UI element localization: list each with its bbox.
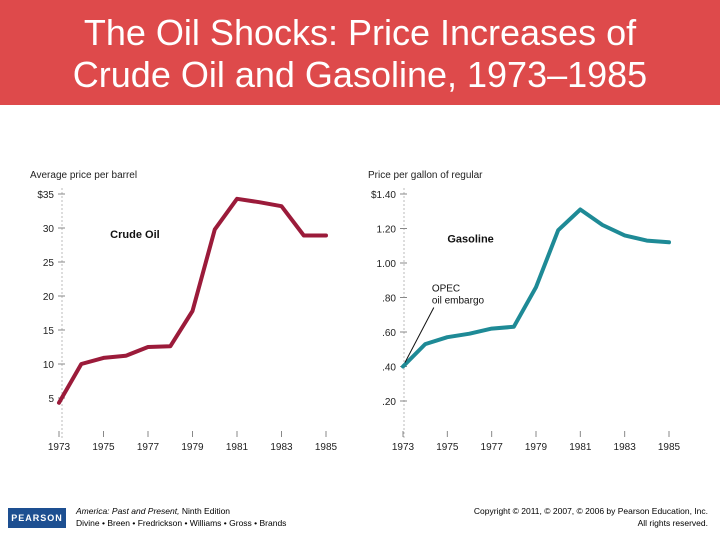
book-title: America: Past and Present, <box>76 506 180 516</box>
x-tick-label: 1973 <box>392 442 415 453</box>
x-tick-label: 1977 <box>481 442 504 453</box>
chart-title: Crude Oil <box>110 229 160 241</box>
y-tick-label: $35 <box>37 190 54 201</box>
annotation-label: oil embargo <box>432 295 485 306</box>
x-tick-label: 1979 <box>181 442 204 453</box>
x-tick-label: 1985 <box>315 442 338 453</box>
y-axis-label: Average price per barrel <box>30 170 137 181</box>
y-tick-label: 15 <box>43 326 55 337</box>
y-tick-label: 20 <box>43 292 55 303</box>
copyright: Copyright © 2011, © 2007, © 2006 by Pear… <box>474 505 708 529</box>
edition: Ninth Edition <box>181 506 231 516</box>
y-tick-label: .20 <box>382 397 396 408</box>
x-tick-label: 1975 <box>436 442 459 453</box>
x-tick-label: 1981 <box>226 442 249 453</box>
x-tick-label: 1975 <box>92 442 115 453</box>
y-tick-label: 1.20 <box>377 225 397 236</box>
chart-area: Average price per barrel 5 10 15 20 25 30 $35 19… <box>0 105 720 485</box>
pearson-logo: PEARSON <box>8 508 66 528</box>
rights-text: All rights reserved. <box>637 518 708 528</box>
annotation-arrow <box>404 307 435 363</box>
gasoline-chart: Price per gallon of regular .20 .40 .60 .80 1… <box>368 170 681 453</box>
annotation-label: OPEC <box>432 283 460 294</box>
slide-title: The Oil Shocks: Price Increases of Crude… <box>0 0 720 96</box>
title-banner: The Oil Shocks: Price Increases of Crude… <box>0 0 720 105</box>
x-tick-label: 1985 <box>658 442 681 453</box>
x-tick-label: 1981 <box>569 442 592 453</box>
y-tick-label: 25 <box>43 258 55 269</box>
y-tick-label: 1.00 <box>377 259 397 270</box>
copyright-text: Copyright © 2011, © 2007, © 2006 by Pear… <box>473 506 708 516</box>
x-tick-label: 1977 <box>137 442 160 453</box>
y-tick-label: 30 <box>43 224 55 235</box>
x-tick-label: 1973 <box>48 442 71 453</box>
y-tick-label: $1.40 <box>371 190 396 201</box>
footer: PEARSON America: Past and Present, Ninth… <box>0 500 720 540</box>
slide-title-line-2: Crude Oil and Gasoline, 1973–1985 <box>72 54 648 95</box>
y-tick-label: .80 <box>382 294 396 305</box>
x-tick-label: 1983 <box>270 442 293 453</box>
chart-title: Gasoline <box>447 233 493 245</box>
y-tick-label: 10 <box>43 360 55 371</box>
y-tick-label: 5 <box>48 394 54 405</box>
x-tick-label: 1983 <box>614 442 637 453</box>
x-tick-label: 1979 <box>525 442 548 453</box>
series-line <box>57 196 328 405</box>
y-axis-label: Price per gallon of regular <box>368 170 483 181</box>
crude-oil-chart: Average price per barrel 5 10 15 20 25 30 $35 19… <box>30 170 338 453</box>
y-tick-label: .60 <box>382 328 396 339</box>
y-tick-label: .40 <box>382 363 396 374</box>
slide-title-line-1: The Oil Shocks: Price Increases of <box>83 12 637 53</box>
citation: America: Past and Present, Ninth Edition… <box>76 505 286 529</box>
authors: Divine • Breen • Fredrickson • Williams … <box>76 518 287 528</box>
